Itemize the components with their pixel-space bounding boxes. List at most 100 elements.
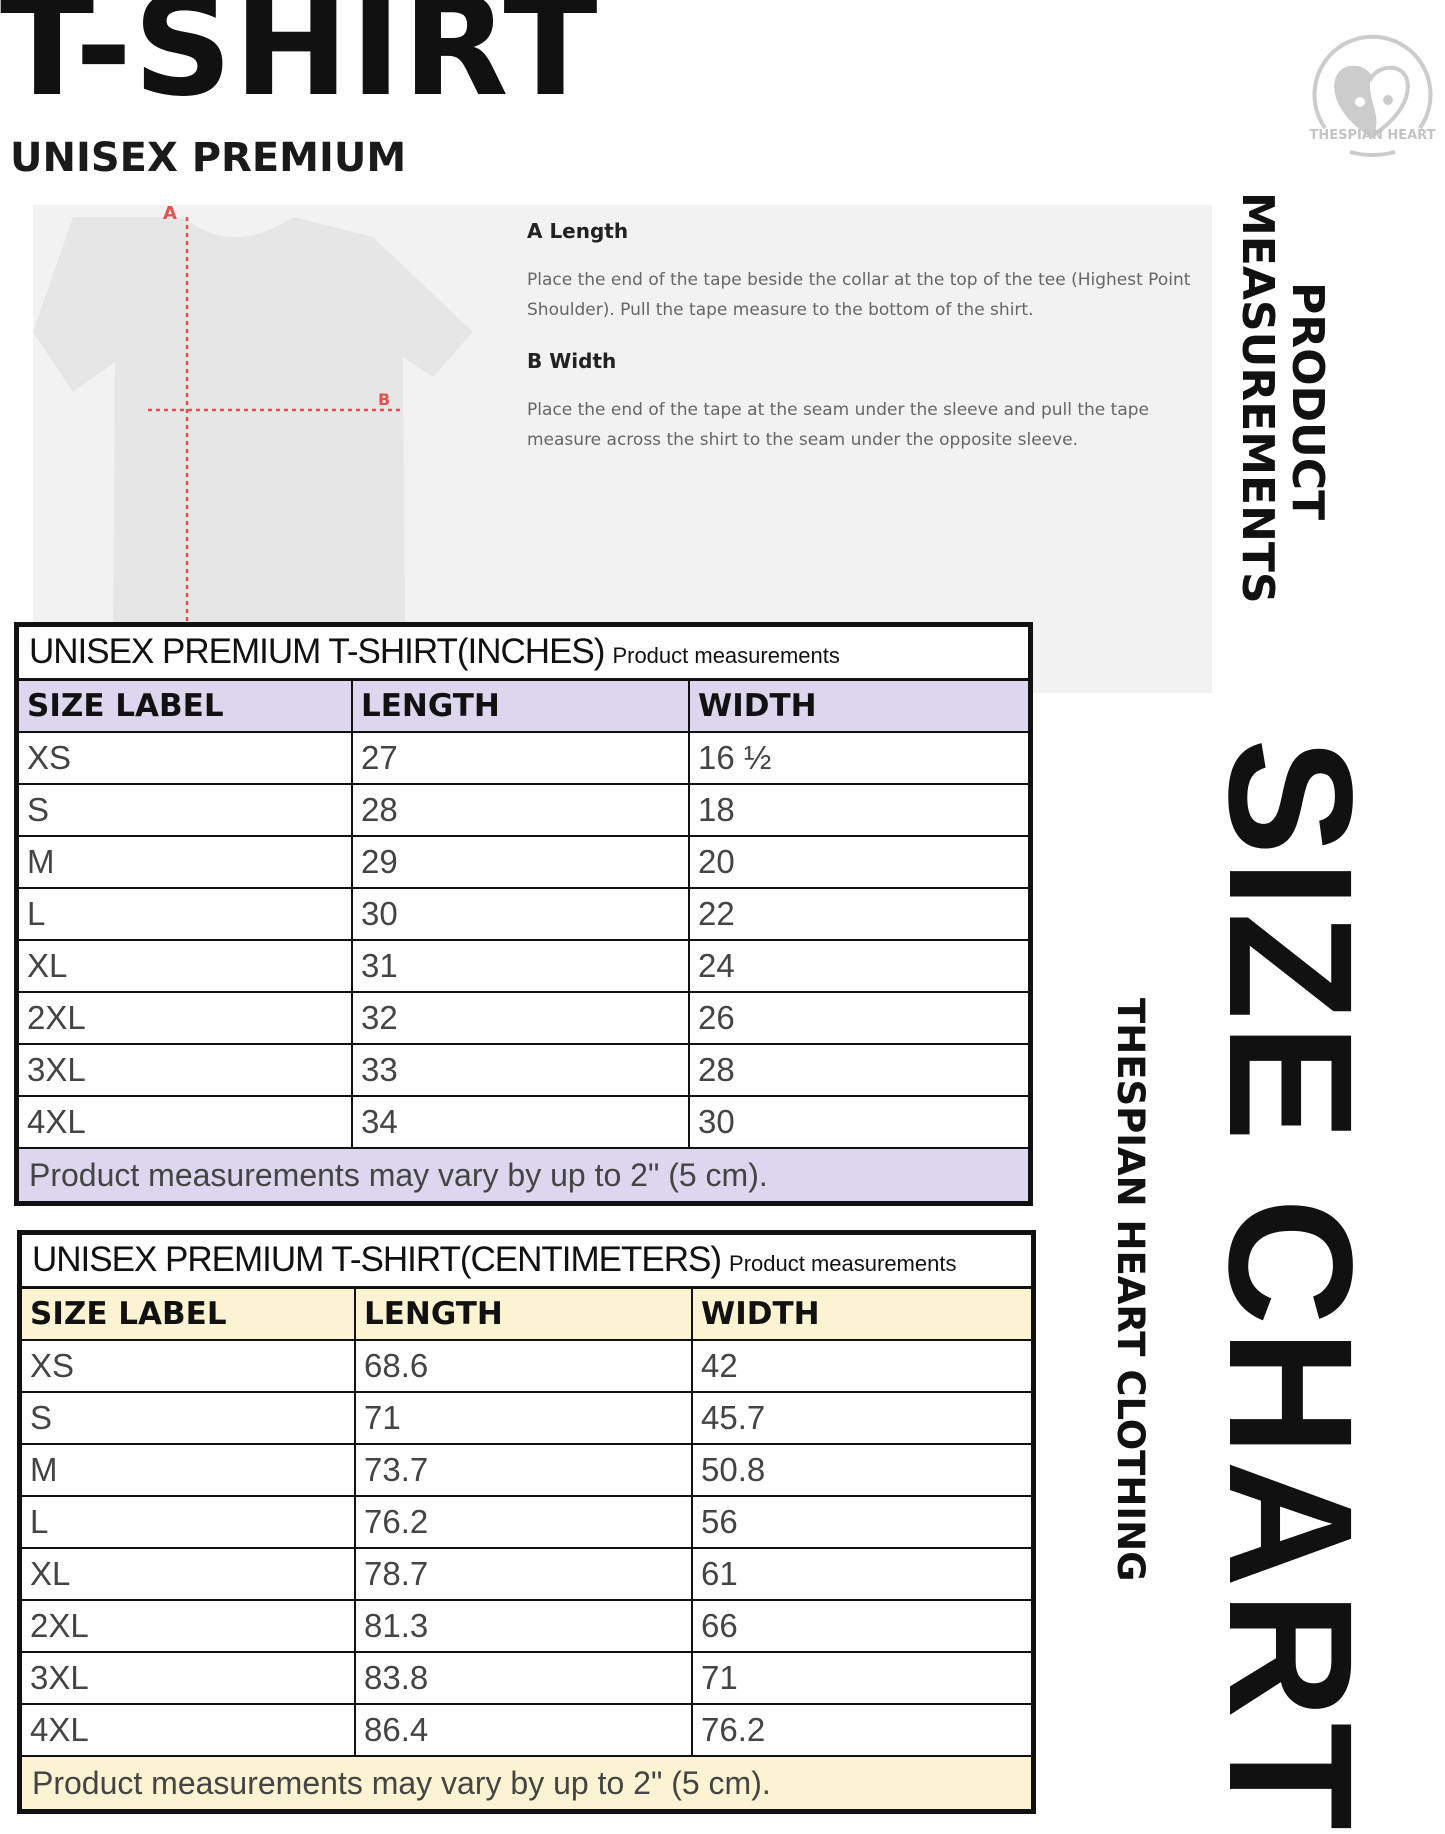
cell-length: 71 xyxy=(356,1393,693,1443)
table-header: SIZE LABEL LENGTH WIDTH xyxy=(19,681,1028,733)
centimeters-size-table: UNISEX PREMIUM T-SHIRT(CENTIMETERS) Produ… xyxy=(17,1230,1036,1814)
cell-width: 61 xyxy=(701,1555,738,1592)
col-size: SIZE LABEL xyxy=(22,1289,356,1339)
table-caption: UNISEX PREMIUM T-SHIRT(INCHES) Product me… xyxy=(19,627,1028,681)
cell-length: 76.2 xyxy=(356,1497,693,1547)
cell-length: 32 xyxy=(353,993,690,1043)
cell-width: 45.7 xyxy=(701,1399,766,1436)
table-row: M 73.7 50.8 xyxy=(22,1445,1031,1497)
table-row: 2XL 81.3 66 xyxy=(22,1601,1031,1653)
cell-width: 71 xyxy=(701,1659,738,1696)
cell-size: XS xyxy=(19,733,353,783)
cell-length: 30 xyxy=(353,889,690,939)
table-row: S 28 18 xyxy=(19,785,1028,837)
cell-size: 2XL xyxy=(19,993,353,1043)
cell-size: M xyxy=(19,837,353,887)
cell-length: 81.3 xyxy=(356,1601,693,1651)
cell-width: 28 xyxy=(698,1051,735,1088)
cell-size: M xyxy=(22,1445,356,1495)
col-length: LENGTH xyxy=(353,681,690,731)
table-title: UNISEX PREMIUM T-SHIRT(INCHES) xyxy=(29,632,605,671)
cell-width: 22 xyxy=(698,895,735,932)
table-row: XS 27 16 ½ xyxy=(19,733,1028,785)
cell-width: 42 xyxy=(701,1347,738,1384)
cell-width: 16 ½ xyxy=(698,739,772,776)
product-measurements-heading: PRODUCT MEASUREMENTS xyxy=(1232,192,1333,604)
cell-size: 4XL xyxy=(22,1705,356,1755)
cell-size: L xyxy=(22,1497,356,1547)
cell-width: 20 xyxy=(698,843,735,880)
cell-length: 68.6 xyxy=(356,1341,693,1391)
table-note: Product measurements may vary by up to 2… xyxy=(22,1757,1031,1809)
table-row: XL 78.7 61 xyxy=(22,1549,1031,1601)
table-row: 3XL 83.8 71 xyxy=(22,1653,1031,1705)
cell-width: 56 xyxy=(701,1503,738,1540)
cell-width: 24 xyxy=(698,947,735,984)
col-width: WIDTH xyxy=(698,688,817,724)
length-title: A Length xyxy=(527,219,629,243)
table-subtitle: Product measurements xyxy=(729,1251,957,1276)
table-header: SIZE LABEL LENGTH WIDTH xyxy=(22,1289,1031,1341)
heart-face-logo-icon xyxy=(1312,34,1433,157)
cell-width: 26 xyxy=(698,999,735,1036)
cell-length: 78.7 xyxy=(356,1549,693,1599)
brand-logo: THESPIAN HEART xyxy=(1305,28,1440,158)
cell-length: 33 xyxy=(353,1045,690,1095)
cell-size: 4XL xyxy=(19,1097,353,1147)
table-note: Product measurements may vary by up to 2… xyxy=(19,1149,1028,1201)
table-caption: UNISEX PREMIUM T-SHIRT(CENTIMETERS) Produ… xyxy=(22,1235,1031,1289)
cell-size: XS xyxy=(22,1341,356,1391)
cell-size: 2XL xyxy=(22,1601,356,1651)
heading-line-1: PRODUCT xyxy=(1282,282,1333,521)
width-text: Place the end of the tape at the seam un… xyxy=(527,400,1150,450)
table-row: 2XL 32 26 xyxy=(19,993,1028,1045)
length-text: Place the end of the tape beside the col… xyxy=(527,270,1191,320)
cell-length: 73.7 xyxy=(356,1445,693,1495)
col-size: SIZE LABEL xyxy=(19,681,353,731)
tshirt-diagram-icon: A B xyxy=(33,205,473,637)
heading-line-2: MEASUREMENTS xyxy=(1232,192,1283,604)
size-chart-heading: SIZE CHART xyxy=(1192,738,1388,1834)
width-instruction: B Width Place the end of the tape at the… xyxy=(527,349,1227,455)
label-a: A xyxy=(163,205,177,224)
table-title: UNISEX PREMIUM T-SHIRT(CENTIMETERS) xyxy=(32,1240,722,1279)
col-length: LENGTH xyxy=(356,1289,693,1339)
cell-length: 27 xyxy=(353,733,690,783)
cell-width: 66 xyxy=(701,1607,738,1644)
table-row: L 76.2 56 xyxy=(22,1497,1031,1549)
table-subtitle: Product measurements xyxy=(612,643,840,668)
cell-size: L xyxy=(19,889,353,939)
cell-size: 3XL xyxy=(19,1045,353,1095)
table-row: L 30 22 xyxy=(19,889,1028,941)
width-title: B Width xyxy=(527,349,617,373)
table-row: 4XL 86.4 76.2 xyxy=(22,1705,1031,1757)
page-title: T-SHIRT xyxy=(0,0,599,127)
cell-size: 3XL xyxy=(22,1653,356,1703)
table-row: 3XL 33 28 xyxy=(19,1045,1028,1097)
cell-length: 31 xyxy=(353,941,690,991)
cell-size: XL xyxy=(22,1549,356,1599)
cell-length: 29 xyxy=(353,837,690,887)
cell-width: 76.2 xyxy=(701,1711,766,1748)
cell-length: 83.8 xyxy=(356,1653,693,1703)
cell-length: 34 xyxy=(353,1097,690,1147)
table-row: XL 31 24 xyxy=(19,941,1028,993)
brand-name: THESPIAN HEART CLOTHING xyxy=(1109,998,1152,1582)
table-row: XS 68.6 42 xyxy=(22,1341,1031,1393)
cell-size: XL xyxy=(19,941,353,991)
cell-width: 50.8 xyxy=(701,1451,766,1488)
table-row: 4XL 34 30 xyxy=(19,1097,1028,1149)
length-instruction: A Length Place the end of the tape besid… xyxy=(527,219,1227,325)
col-width: WIDTH xyxy=(701,1296,820,1332)
cell-size: S xyxy=(22,1393,356,1443)
cell-size: S xyxy=(19,785,353,835)
cell-length: 86.4 xyxy=(356,1705,693,1755)
inches-size-table: UNISEX PREMIUM T-SHIRT(INCHES) Product me… xyxy=(14,622,1033,1206)
table-row: S 71 45.7 xyxy=(22,1393,1031,1445)
label-b: B xyxy=(378,390,390,409)
page-subtitle: UNISEX PREMIUM xyxy=(10,135,407,181)
logo-text: THESPIAN HEART xyxy=(1309,128,1436,143)
table-row: M 29 20 xyxy=(19,837,1028,889)
cell-width: 18 xyxy=(698,791,735,828)
cell-width: 30 xyxy=(698,1103,735,1140)
